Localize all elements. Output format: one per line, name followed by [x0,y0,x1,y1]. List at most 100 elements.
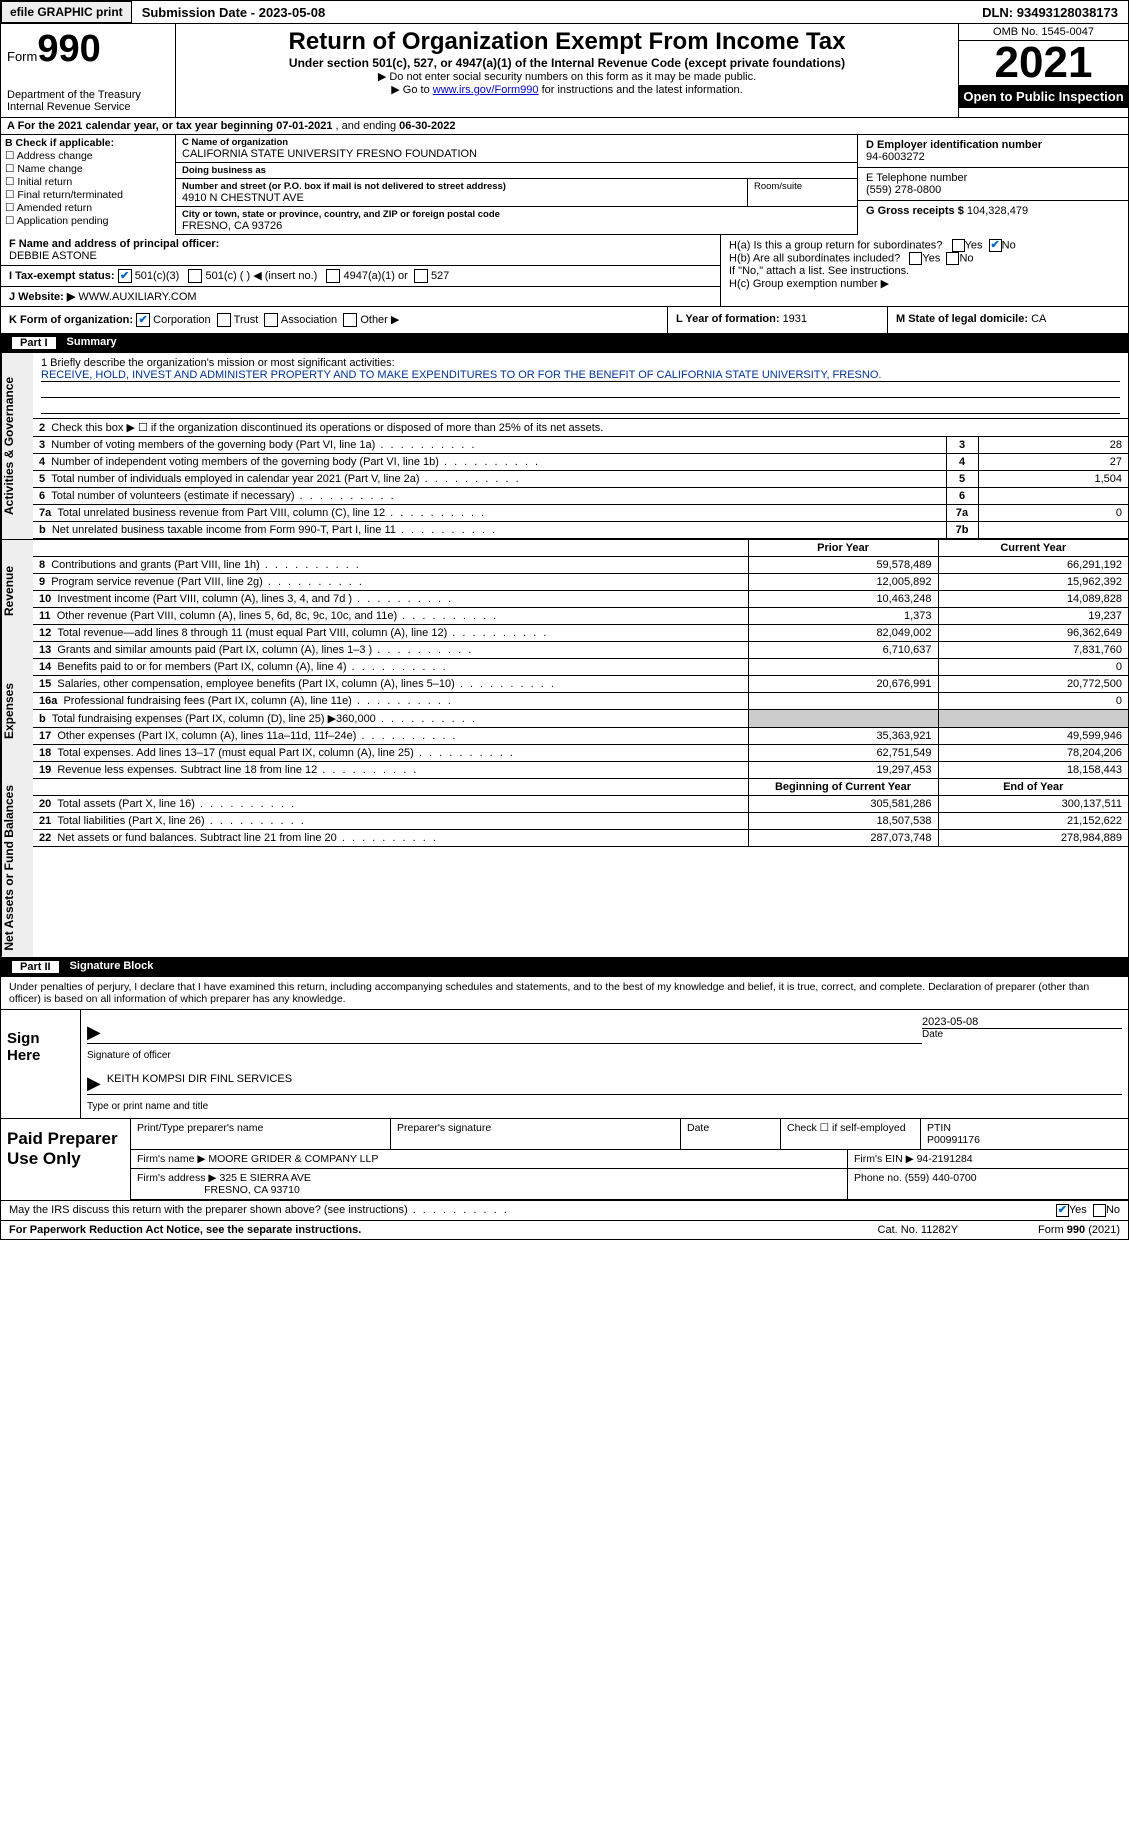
opt-501c3: 501(c)(3) [135,270,180,282]
col-fij: F Name and address of principal officer:… [1,235,721,306]
firm-ein-label: Firm's EIN ▶ [854,1153,917,1165]
ha-no[interactable]: ✔ [989,239,1002,252]
ptin-value: P00991176 [927,1134,980,1146]
submission-label: Submission Date - [142,5,259,20]
sig-date-label: Date [922,1029,1122,1040]
row-klm: K Form of organization: ✔ Corporation Tr… [0,307,1129,334]
form-header: Form990 Department of the Treasury Inter… [0,24,1129,118]
chk-app-pending[interactable]: ☐ Application pending [5,215,171,227]
current-year-hdr: Current Year [938,540,1128,557]
firm-addr-label: Firm's address ▶ [137,1172,219,1184]
table-row: 4 Number of independent voting members o… [33,454,1128,471]
opt-assoc: Association [281,314,337,326]
officer-label: F Name and address of principal officer: [9,238,219,250]
mission-block: 1 Briefly describe the organization's mi… [33,353,1128,419]
blank-line [41,398,1120,414]
firm-name-label: Firm's name ▶ [137,1153,208,1165]
table-row: 13 Grants and similar amounts paid (Part… [33,642,1128,659]
table-row: 3 Number of voting members of the govern… [33,437,1128,454]
firm-name: MOORE GRIDER & COMPANY LLP [208,1153,378,1165]
dln-label: DLN: [982,5,1017,20]
form-990-footer: Form 990 (2021) [1038,1224,1120,1236]
paperwork-notice: For Paperwork Reduction Act Notice, see … [9,1224,878,1236]
form-word: Form [7,49,37,64]
chk-final-return[interactable]: ☐ Final return/terminated [5,189,171,201]
ha-yes[interactable] [952,239,965,252]
discuss-question: May the IRS discuss this return with the… [9,1204,1056,1217]
opt-trust: Trust [234,314,259,326]
form-title: Return of Organization Exempt From Incom… [186,28,948,56]
table-row: 14 Benefits paid to or for members (Part… [33,659,1128,676]
l-value: 1931 [783,313,807,325]
vtab-activities: Activities & Governance [1,353,33,539]
tax-year-begin: 07-01-2021 [276,120,332,132]
m-value: CA [1031,313,1046,325]
discuss-no[interactable] [1093,1204,1106,1217]
city-label: City or town, state or province, country… [182,209,851,220]
phone-value: (559) 278-0800 [866,184,941,196]
cat-no: Cat. No. 11282Y [878,1224,959,1236]
hb-no[interactable] [946,252,959,265]
vtab-revenue: Revenue [1,540,33,642]
paid-prep-label: Paid Preparer Use Only [1,1119,131,1200]
part-i-header: Part I Summary [0,334,1129,353]
table-row: 20 Total assets (Part X, line 16)305,581… [33,796,1128,813]
officer-name-title: KEITH KOMPSI DIR FINL SERVICES [107,1073,292,1094]
opt-501c: 501(c) ( ) ◀ (insert no.) [206,270,318,282]
mission-text: RECEIVE, HOLD, INVEST AND ADMINISTER PRO… [41,369,1120,382]
chk-501c3[interactable]: ✔ [118,269,132,283]
table-row: b Net unrelated business taxable income … [33,522,1128,539]
ssn-warning: ▶ Do not enter social security numbers o… [186,70,948,83]
expenses-section: Expenses 13 Grants and similar amounts p… [0,642,1129,779]
goto-pre: ▶ Go to [391,84,432,96]
chk-initial-return[interactable]: ☐ Initial return [5,176,171,188]
submission-value: 2023-05-08 [259,5,326,20]
ha-group-return: H(a) Is this a group return for subordin… [729,239,1120,252]
part-ii-label: Part II [11,960,60,974]
ein-value: 94-6003272 [866,151,925,163]
prep-sig-label: Preparer's signature [397,1122,491,1134]
sign-here-label: Sign Here [1,1010,81,1118]
website-value: WWW.AUXILIARY.COM [78,291,196,303]
irs-link[interactable]: www.irs.gov/Form990 [433,84,539,96]
chk-4947[interactable] [326,269,340,283]
chk-527[interactable] [414,269,428,283]
city-value: FRESNO, CA 93726 [182,220,851,232]
table-row: 15 Salaries, other compensation, employe… [33,676,1128,693]
chk-label: Amended return [17,202,92,214]
chk-address-change[interactable]: ☐ Address change [5,150,171,162]
chk-other[interactable] [343,313,357,327]
net-assets-section: Net Assets or Fund Balances Beginning of… [0,779,1129,958]
chk-name-change[interactable]: ☐ Name change [5,163,171,175]
ptin-label: PTIN [927,1122,951,1134]
efile-button[interactable]: efile GRAPHIC print [1,1,132,23]
street-label: Number and street (or P.O. box if mail i… [182,181,741,192]
perjury-statement: Under penalties of perjury, I declare th… [1,977,1128,1010]
opt-corp: Corporation [153,314,210,326]
org-name: CALIFORNIA STATE UNIVERSITY FRESNO FOUND… [182,148,851,160]
footer: For Paperwork Reduction Act Notice, see … [0,1221,1129,1240]
net-assets-table: Beginning of Current YearEnd of Year 20 … [33,779,1128,847]
discuss-yes[interactable]: ✔ [1056,1204,1069,1217]
chk-label: Application pending [17,215,109,227]
vtab-expenses: Expenses [1,642,33,779]
sig-date: 2023-05-08 [922,1016,1122,1029]
discuss-row: May the IRS discuss this return with the… [0,1201,1129,1221]
chk-trust[interactable] [217,313,231,327]
table-row: 7a Total unrelated business revenue from… [33,505,1128,522]
firm-addr1: 325 E SIERRA AVE [219,1172,310,1184]
expenses-table: 13 Grants and similar amounts paid (Part… [33,642,1128,779]
hb-yes[interactable] [909,252,922,265]
chk-label: Final return/terminated [17,189,123,201]
row-a-pre: A For the 2021 calendar year, or tax yea… [7,120,276,132]
chk-501c[interactable] [188,269,202,283]
table-row: 18 Total expenses. Add lines 13–17 (must… [33,745,1128,762]
table-row: 10 Investment income (Part VIII, column … [33,591,1128,608]
chk-assoc[interactable] [264,313,278,327]
yes-label: Yes [965,239,983,251]
treasury-dept: Department of the Treasury [7,89,169,101]
part-i-label: Part I [11,336,57,350]
tax-year: 2021 [959,41,1128,85]
chk-corp[interactable]: ✔ [136,313,150,327]
chk-amended[interactable]: ☐ Amended return [5,202,171,214]
